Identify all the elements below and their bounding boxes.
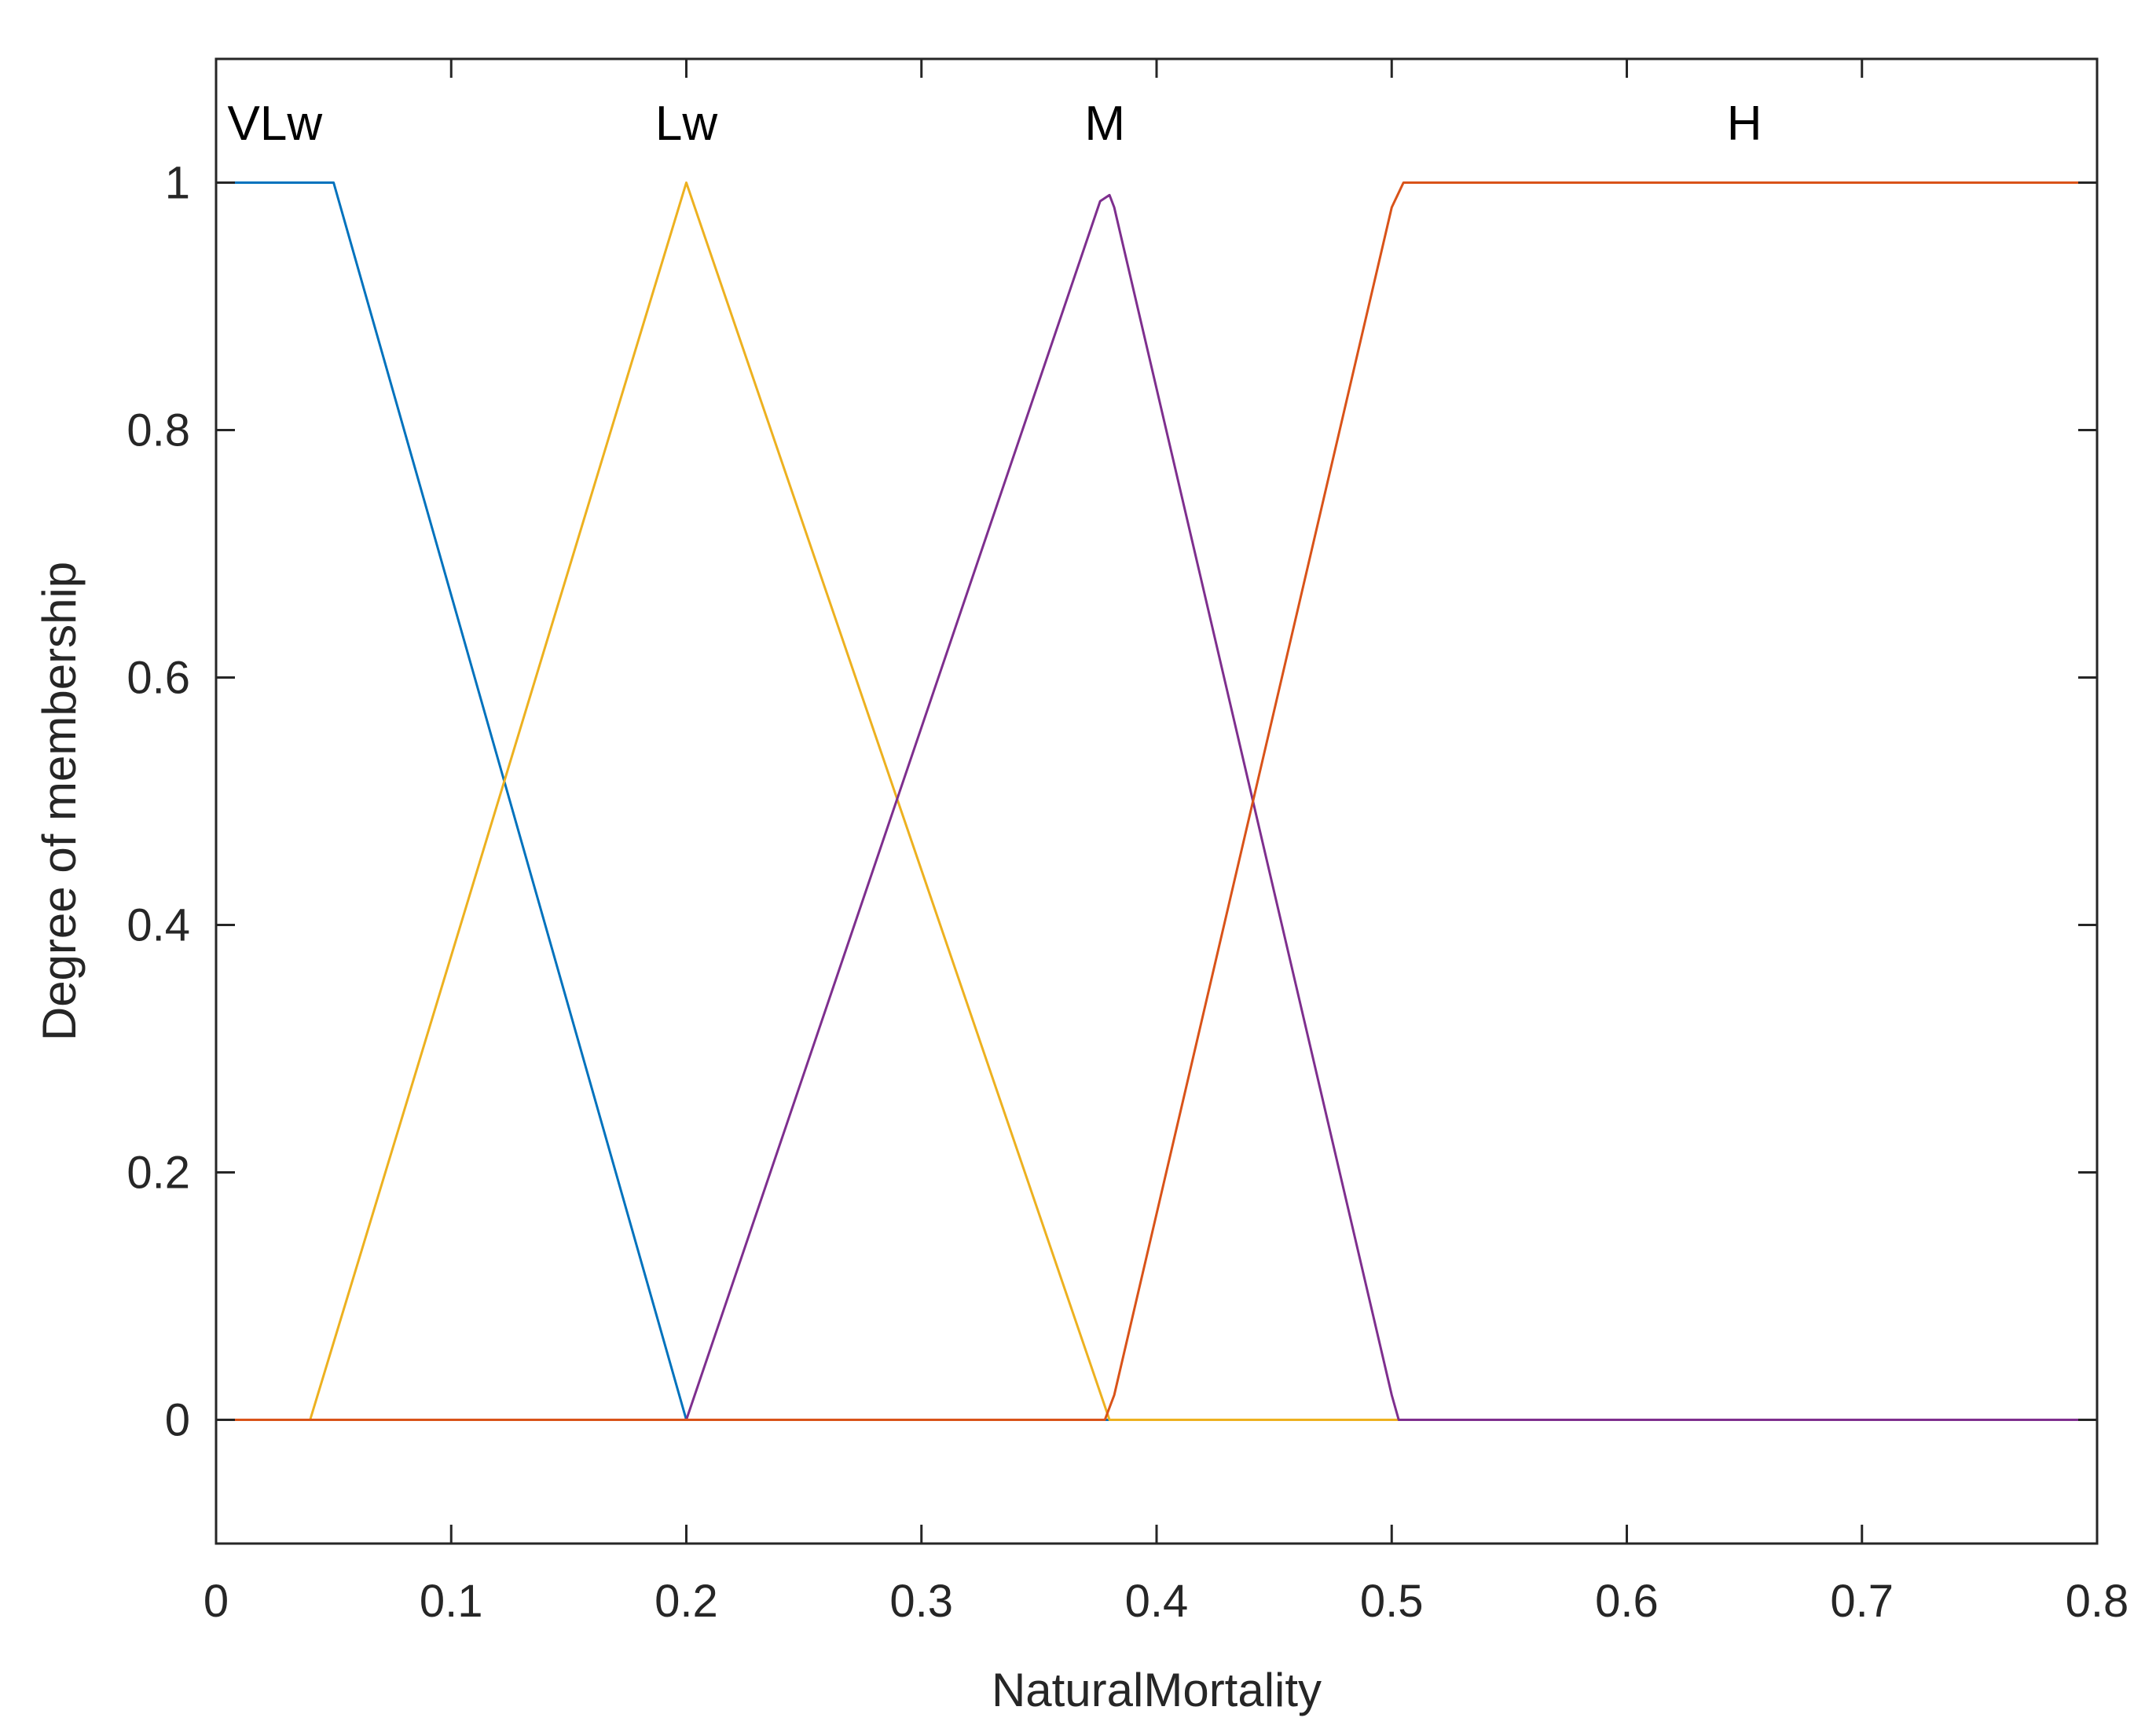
series-label-vlw: VLw bbox=[227, 97, 322, 151]
x-tick-label: 0.8 bbox=[2066, 1576, 2129, 1627]
y-axis-label: Degree of membership bbox=[33, 562, 86, 1041]
y-tick-label: 0.4 bbox=[126, 900, 190, 951]
x-tick-label: 0.4 bbox=[1125, 1576, 1189, 1627]
y-tick-label: 0.6 bbox=[126, 653, 190, 704]
series-label-h: H bbox=[1727, 97, 1762, 151]
x-tick-label: 0.7 bbox=[1830, 1576, 1894, 1627]
x-axis-label: NaturalMortality bbox=[992, 1664, 1322, 1716]
series-label-m: M bbox=[1084, 97, 1125, 151]
series-label-lw: Lw bbox=[655, 97, 717, 151]
x-tick-label: 0.3 bbox=[889, 1576, 953, 1627]
y-tick-label: 0.2 bbox=[126, 1148, 190, 1199]
series-label-layer: VLw Lw M H bbox=[227, 97, 1762, 151]
y-tick-label: 0.8 bbox=[126, 405, 190, 456]
series-line-h bbox=[216, 181, 2097, 1421]
series-line-m bbox=[216, 193, 2097, 1421]
x-tick-label: 0.2 bbox=[654, 1576, 718, 1627]
plot-background bbox=[216, 59, 2097, 1544]
x-tick-label: 0.1 bbox=[420, 1576, 483, 1627]
x-tick-label: 0.6 bbox=[1595, 1576, 1659, 1627]
y-tick-label: 1 bbox=[165, 158, 190, 209]
x-tick-label: 0.5 bbox=[1360, 1576, 1424, 1627]
x-tick-label: 0 bbox=[204, 1576, 229, 1627]
y-tick-label: 0 bbox=[165, 1395, 190, 1446]
series-layer bbox=[216, 181, 2097, 1421]
y-axis-ticks: 0 0.2 0.4 0.6 0.8 1 bbox=[126, 158, 2097, 1446]
x-axis-ticks: 0 0.1 0.2 0.3 0.4 0.5 0.6 0.7 0.8 bbox=[204, 59, 2128, 1627]
